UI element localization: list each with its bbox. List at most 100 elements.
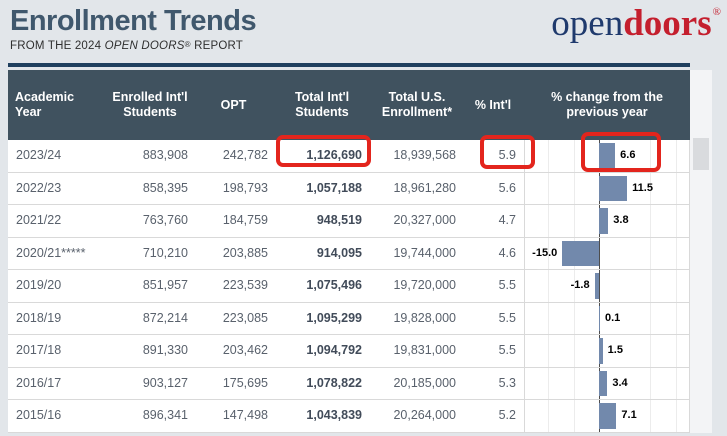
enrollment-table: Academic Year Enrolled Int'l Students OPT T… (8, 63, 690, 433)
cell-pct-change-chart: 3.4 (524, 367, 690, 400)
cell-total-us: 19,828,000 (393, 310, 456, 325)
column-header-enrolled-int-l-students: Enrolled Int'l Students (112, 90, 188, 119)
chart-gridline (548, 140, 549, 172)
cell-pct-intl: 4.6 (498, 245, 516, 260)
pct-change-value: 3.4 (612, 376, 628, 389)
logo-open-text: open (551, 3, 624, 44)
cell-enrolled-intl: 896,341 (142, 408, 188, 423)
cell-total-us: 19,744,000 (393, 245, 456, 260)
cell-pct-intl: 5.5 (498, 278, 516, 293)
pct-change-bar (594, 273, 599, 299)
pct-change-value: -15.0 (532, 246, 558, 259)
cell-total-intl: 1,095,299 (306, 310, 362, 325)
cell-total-intl: 1,094,792 (306, 343, 362, 358)
cell-pct-intl: 5.9 (498, 148, 516, 162)
chart-zero-axis (599, 237, 600, 270)
logo-doors-text: doors (623, 3, 712, 44)
pct-change-bar (599, 175, 628, 202)
pct-change-value: 11.5 (632, 181, 653, 194)
page-title: Enrollment Trends (10, 5, 257, 37)
registered-mark-icon: ® (184, 40, 191, 49)
pct-change-bar (599, 403, 617, 429)
cell-enrolled-intl: 851,957 (142, 278, 188, 293)
cell-total-us: 20,185,000 (393, 375, 456, 390)
column-header-total-int-l-students: Total Int'l Students (294, 90, 350, 119)
cell-total-intl: 1,057,188 (306, 180, 362, 195)
cell-enrolled-intl: 872,214 (142, 310, 188, 325)
chart-gridline (676, 140, 677, 172)
table-row: 2023/24 883,908 242,782 1,126,690 18,939,568… (8, 140, 690, 173)
cell-total-us: 20,327,000 (393, 213, 456, 228)
subtitle-report-name: OPEN DOORS (104, 40, 185, 52)
chart-gridline (650, 400, 651, 432)
cell-opt: 184,759 (222, 213, 268, 228)
pct-change-bar (599, 208, 609, 234)
chart-gridline (650, 367, 651, 400)
chart-gridline (676, 335, 677, 367)
chart-gridline (650, 335, 651, 367)
table-row: 2021/22 763,760 184,759 948,519 20,327,000 4.… (8, 205, 690, 238)
pct-change-value: 3.8 (613, 214, 629, 227)
table-row: 2017/18 891,330 203,462 1,094,792 19,831,000… (8, 335, 690, 368)
table-row: 2022/23 858,395 198,793 1,057,188 18,961,280… (8, 172, 690, 206)
cell-pct-intl: 5.6 (498, 180, 516, 195)
table-header-row: Academic Year Enrolled Int'l Students OPT T… (8, 70, 690, 140)
pct-change-value: 7.1 (621, 409, 637, 422)
cell-enrolled-intl: 858,395 (142, 180, 188, 195)
cell-opt: 203,885 (222, 245, 268, 260)
chart-zero-axis (599, 270, 600, 302)
table-row: 2015/16 896,341 147,498 1,043,839 20,264,000… (8, 400, 690, 433)
pct-change-bar (599, 370, 608, 397)
chart-gridline (574, 205, 575, 237)
chart-gridline (676, 270, 677, 302)
cell-pct-change-chart: 0.1 (524, 302, 690, 335)
pct-change-bar (599, 143, 616, 169)
subtitle-suffix: REPORT (190, 40, 244, 52)
cell-pct-intl: 5.5 (498, 310, 516, 325)
chart-gridline (676, 367, 677, 400)
cell-pct-change-chart: 7.1 (524, 400, 690, 432)
chart-gridline (548, 270, 549, 302)
subtitle-prefix: FROM THE 2024 (10, 40, 105, 52)
cell-enrolled-intl: 710,210 (142, 245, 188, 260)
chart-gridline (676, 172, 677, 205)
pct-change-bar (562, 240, 599, 267)
chart-gridline (548, 302, 549, 335)
chart-gridline (574, 302, 575, 335)
cell-total-intl: 1,043,839 (306, 408, 362, 423)
chart-gridline (650, 172, 651, 205)
vertical-scrollbar[interactable] (690, 70, 712, 433)
chart-gridline (676, 237, 677, 270)
cell-total-us: 19,720,000 (393, 278, 456, 293)
chart-gridline (548, 335, 549, 367)
table-row: 2016/17 903,127 175,695 1,078,822 20,185,000… (8, 367, 690, 401)
pct-change-value: 1.5 (607, 344, 623, 357)
cell-pct-intl: 5.2 (498, 408, 516, 423)
cell-total-us: 20,264,000 (393, 408, 456, 423)
table-row: 2020/21***** 710,210 203,885 914,095 19,744,… (8, 237, 690, 271)
highlight-box-total-intl-icon (276, 135, 371, 167)
chart-gridline (548, 205, 549, 237)
highlight-box-pct-change-icon (581, 132, 661, 172)
cell-academic-year: 2018/19 (16, 310, 62, 325)
cell-academic-year: 2019/20 (16, 278, 62, 293)
chart-gridline (574, 367, 575, 400)
chart-gridline (574, 270, 575, 302)
table-row: 2018/19 872,214 223,085 1,095,299 19,828,000… (8, 302, 690, 336)
cell-academic-year: 2015/16 (16, 408, 62, 423)
chart-gridline (548, 367, 549, 400)
page-subtitle: FROM THE 2024 OPEN DOORS® REPORT (10, 40, 256, 52)
column-header-academic-year: Academic Year (15, 90, 75, 119)
pct-change-value: 0.1 (605, 311, 621, 324)
pct-change-value: -1.8 (570, 279, 590, 292)
cell-total-intl: 1,126,690 (306, 148, 362, 162)
cell-total-intl: 1,075,496 (306, 278, 362, 293)
cell-pct-intl: 5.3 (498, 375, 516, 390)
scrollbar-thumb[interactable] (693, 138, 709, 170)
cell-enrolled-intl: 763,760 (142, 213, 188, 228)
cell-pct-change-chart: 3.8 (524, 205, 690, 237)
cell-pct-intl: 5.5 (498, 343, 516, 358)
cell-total-us: 19,831,000 (393, 343, 456, 358)
chart-gridline (676, 302, 677, 335)
